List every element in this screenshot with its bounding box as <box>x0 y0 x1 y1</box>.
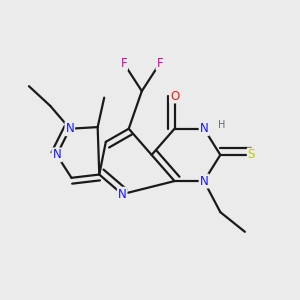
Text: N: N <box>200 175 208 188</box>
Text: O: O <box>170 89 179 103</box>
Text: F: F <box>157 57 163 70</box>
Text: H: H <box>218 121 226 130</box>
Text: N: N <box>65 122 74 135</box>
Text: S: S <box>248 148 255 161</box>
Text: N: N <box>52 148 61 161</box>
Text: N: N <box>200 122 208 135</box>
Text: F: F <box>121 57 127 70</box>
Text: N: N <box>118 188 127 201</box>
